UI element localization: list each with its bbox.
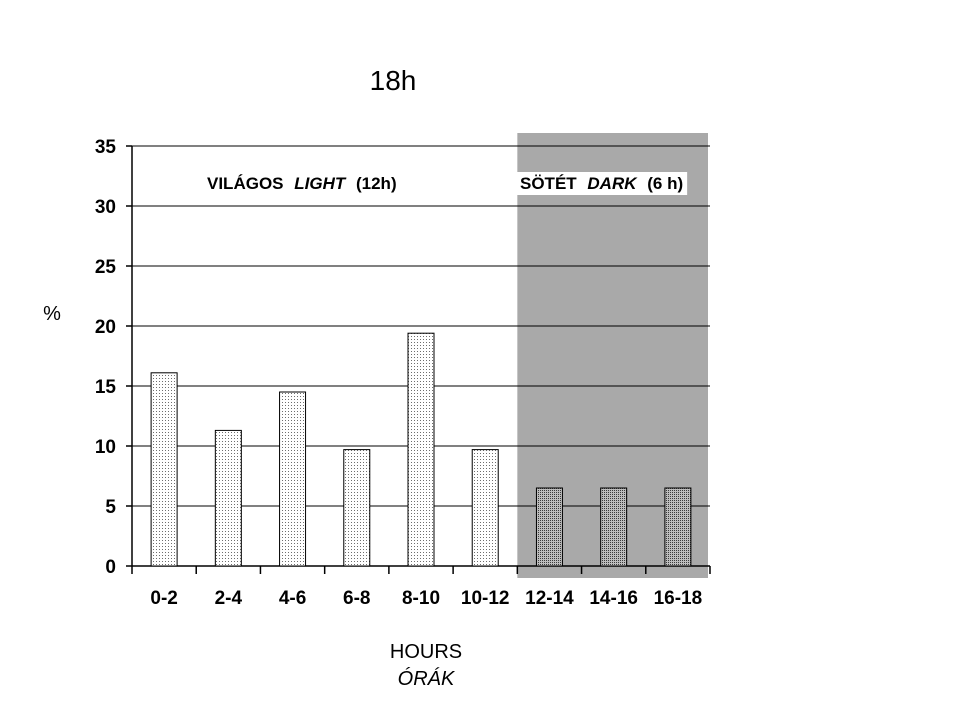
- y-tick-label: 35: [95, 137, 117, 158]
- y-tick-labels: 0 5 10 15 20 25 30 35: [95, 137, 132, 578]
- y-tick-label: 15: [95, 377, 117, 398]
- x-tick-labels: 0-2 2-4 4-6 6-8 8-10 10-12 12-14 14-16 16-18: [131, 566, 711, 609]
- light-label-suffix: (12h): [356, 174, 397, 193]
- x-tick-label: 10-12: [461, 588, 510, 609]
- x-tick-label: 6-8: [343, 588, 370, 609]
- x-tick-label: 4-6: [279, 588, 306, 609]
- x-axis-label: HOURS: [390, 641, 462, 663]
- bar-12-14: [535, 487, 563, 567]
- x-tick-label: 0-2: [150, 588, 177, 609]
- light-label-prefix: VILÁGOS: [207, 174, 284, 193]
- bar-16-18: [664, 487, 692, 567]
- dark-label-italic: DARK: [587, 174, 638, 193]
- y-tick-label: 30: [95, 197, 116, 218]
- light-label-italic: LIGHT: [294, 174, 347, 193]
- dark-label-suffix: (6 h): [647, 174, 683, 193]
- light-label-background: [201, 172, 403, 195]
- bar-2-4: [214, 429, 242, 567]
- chart-title: 18h: [370, 65, 417, 96]
- bars: [150, 332, 692, 567]
- dark-region-label: SÖTÉT DARK (6 h): [516, 172, 688, 195]
- x-axis-label-alt: ÓRÁK: [398, 667, 456, 690]
- dark-label-prefix: SÖTÉT: [520, 174, 577, 193]
- bar-8-10: [407, 332, 435, 567]
- x-tick-label: 8-10: [402, 588, 440, 609]
- y-tick-label: 5: [105, 497, 116, 518]
- bar-14-16: [600, 487, 628, 567]
- bar-10-12: [471, 449, 499, 567]
- light-region-text: VILÁGOS LIGHT (12h): [207, 174, 397, 193]
- x-tick-label: 12-14: [525, 588, 574, 609]
- light-region-label: VILÁGOS LIGHT (12h): [201, 172, 403, 195]
- y-tick-label: 20: [95, 317, 116, 338]
- x-tick-label: 2-4: [215, 588, 243, 609]
- y-tick-label: 25: [95, 257, 117, 278]
- y-tick-label: 0: [105, 557, 116, 578]
- x-tick-label: 14-16: [589, 588, 638, 609]
- y-axis-label: %: [43, 303, 61, 325]
- bar-0-2: [150, 372, 178, 567]
- bar-4-6: [279, 391, 307, 567]
- bar-6-8: [343, 449, 371, 567]
- x-tick-label: 16-18: [654, 588, 703, 609]
- y-tick-label: 10: [95, 437, 116, 458]
- dark-region-text: SÖTÉT DARK (6 h): [520, 174, 683, 193]
- dark-label-background: [516, 172, 688, 195]
